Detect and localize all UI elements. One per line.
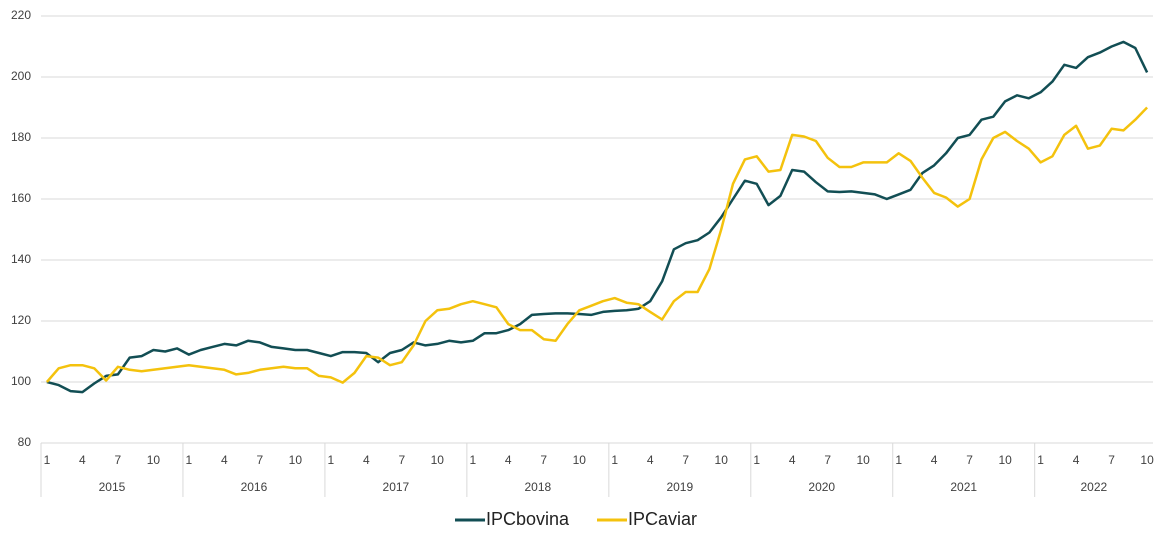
- y-tick-label: 100: [11, 374, 31, 388]
- year-label: 2018: [524, 480, 551, 494]
- x-tick-label: 10: [573, 453, 587, 467]
- x-tick-label: 7: [115, 453, 122, 467]
- y-tick-label: 220: [11, 8, 31, 22]
- year-label: 2022: [1080, 480, 1107, 494]
- year-label: 2015: [99, 480, 126, 494]
- x-tick-label: 4: [647, 453, 654, 467]
- x-tick-label: 7: [1108, 453, 1115, 467]
- x-tick-label: 1: [895, 453, 902, 467]
- x-tick-label: 7: [682, 453, 689, 467]
- x-tick-label: 1: [327, 453, 334, 467]
- x-tick-label: 1: [1037, 453, 1044, 467]
- year-label: 2016: [241, 480, 268, 494]
- x-tick-label: 7: [257, 453, 264, 467]
- x-tick-label: 4: [789, 453, 796, 467]
- series-line: [45, 106, 1148, 384]
- y-tick-label: 140: [11, 252, 31, 266]
- x-tick-label: 7: [966, 453, 973, 467]
- x-tick-label: 4: [1073, 453, 1080, 467]
- x-tick-label: 10: [856, 453, 870, 467]
- x-tick-label: 1: [186, 453, 193, 467]
- x-tick-label: 10: [998, 453, 1012, 467]
- y-tick-label: 80: [18, 435, 32, 449]
- y-tick-label: 160: [11, 191, 31, 205]
- y-tick-label: 120: [11, 313, 31, 327]
- x-tick-label: 4: [79, 453, 86, 467]
- x-tick-label: 10: [431, 453, 445, 467]
- y-tick-label: 200: [11, 69, 31, 83]
- x-tick-label: 4: [363, 453, 370, 467]
- x-tick-label: 4: [221, 453, 228, 467]
- x-tick-label: 1: [44, 453, 51, 467]
- x-tick-label: 4: [505, 453, 512, 467]
- y-tick-label: 180: [11, 130, 31, 144]
- x-tick-label: 7: [540, 453, 547, 467]
- x-tick-label: 10: [289, 453, 303, 467]
- legend-label: IPCbovina: [486, 509, 570, 529]
- x-tick-label: 7: [398, 453, 405, 467]
- x-tick-label: 1: [469, 453, 476, 467]
- year-label: 2017: [383, 480, 410, 494]
- x-tick-label: 1: [753, 453, 760, 467]
- x-tick-label: 1: [611, 453, 618, 467]
- x-tick-label: 10: [1140, 453, 1154, 467]
- x-tick-label: 10: [715, 453, 729, 467]
- year-label: 2020: [808, 480, 835, 494]
- legend-label: IPCaviar: [628, 509, 697, 529]
- x-tick-label: 7: [824, 453, 831, 467]
- x-tick-label: 10: [147, 453, 161, 467]
- year-label: 2019: [666, 480, 693, 494]
- series-line: [46, 40, 1149, 394]
- x-tick-label: 4: [931, 453, 938, 467]
- year-label: 2021: [950, 480, 977, 494]
